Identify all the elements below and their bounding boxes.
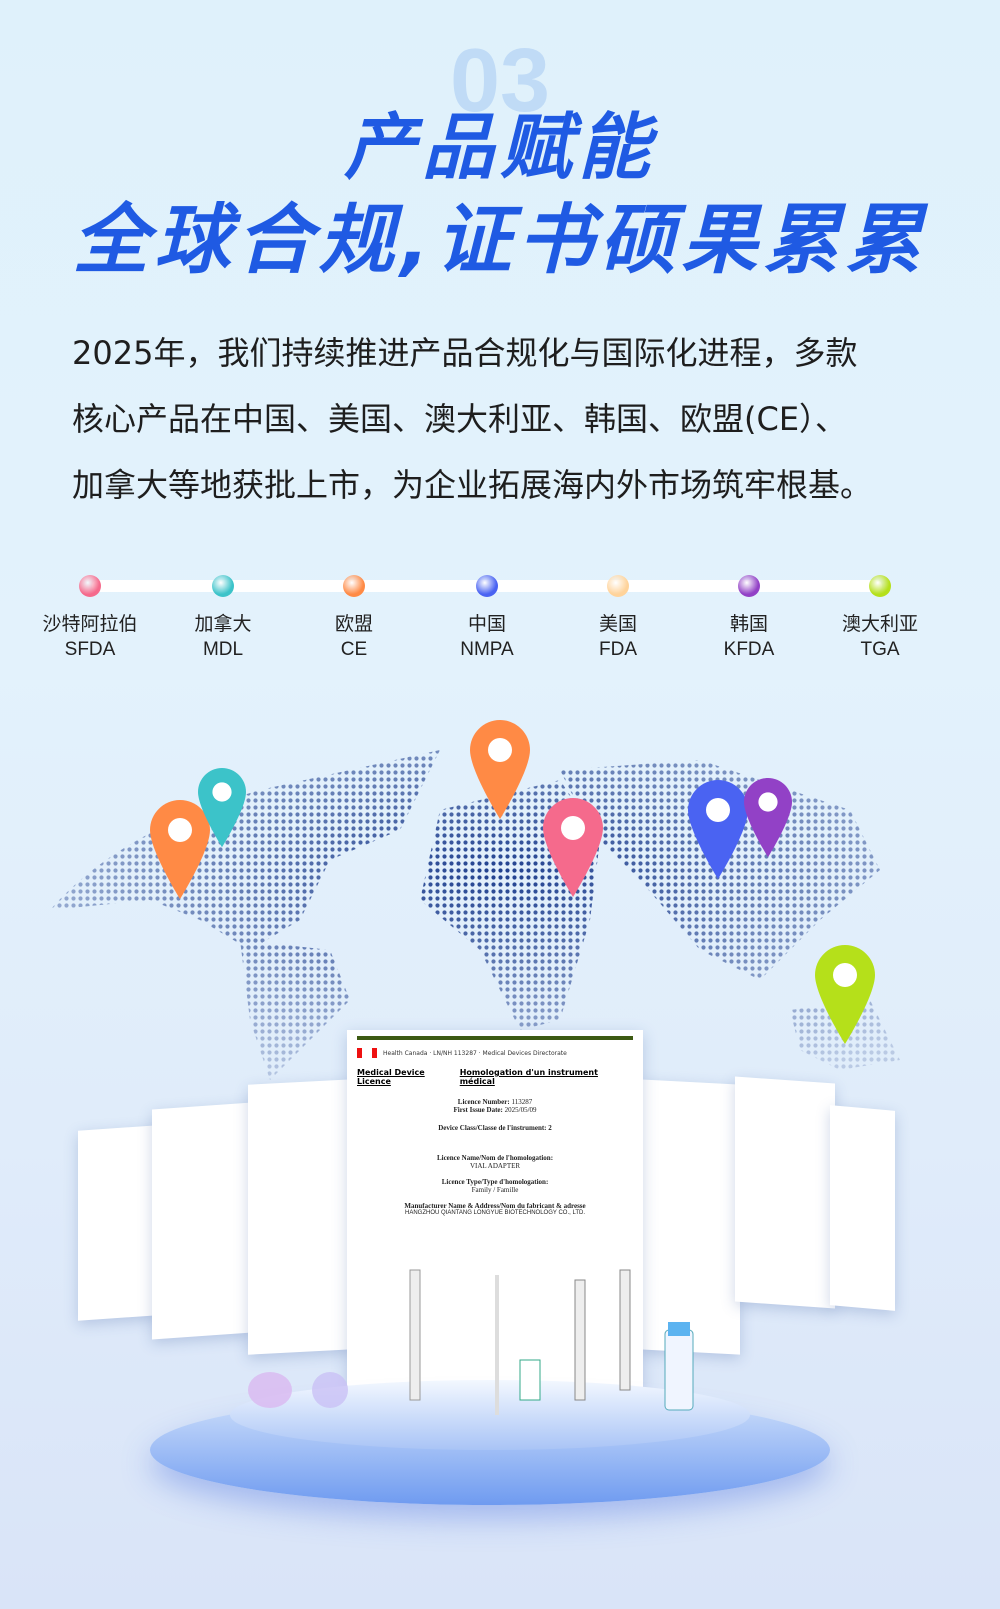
map-pin-icon [688,780,748,883]
certificate-ce [735,1076,835,1309]
syringe-icon [619,1269,631,1391]
first-issue-label: First Issue Date: [453,1106,503,1114]
intro-line: 加拿大等地获批上市，为企业拓展海内外市场筑牢根基。 [72,466,873,504]
syringe-icon [574,1279,586,1401]
vial-adapter-icon [519,1359,541,1401]
market-region: 澳大利亚 [841,614,918,635]
market-region: 欧盟 [334,614,373,635]
market-code: TGA [860,639,900,660]
timeline-dot [869,575,891,597]
timeline-dot [212,575,234,597]
market-region: 韩国 [729,614,768,635]
market-region: 加拿大 [194,614,252,635]
licence-name-label: Licence Name/Nom de l'homologation: [436,1154,554,1162]
device-class: Device Class/Classe de l'instrument: 2 [438,1124,552,1132]
vial-adapter-icon [248,1372,292,1408]
market-label: 美国 FDA [558,612,678,662]
title-line1: 产品赋能 [343,105,656,189]
north-america [50,750,440,950]
licence-type: Family / Famille [471,1186,519,1194]
market-label: 韩国 KFDA [689,612,809,662]
map-pin-icon [744,778,792,861]
title-line2: 全球合规,证书硕果累累 [72,195,928,284]
licence-number: 113287 [511,1098,533,1106]
timeline-dot [738,575,760,597]
market-label: 沙特阿拉伯 SFDA [30,612,150,662]
south-america [240,940,350,1080]
certificate-tga [830,1105,895,1311]
timeline-dot [476,575,498,597]
map-pin-icon [198,768,246,851]
vial-cap-icon [668,1322,690,1336]
market-label: 加拿大 MDL [163,612,283,662]
licence-title-en: Medical Device Licence [357,1068,425,1086]
canada-flag-icon [357,1048,377,1058]
market-label: 澳大利亚 TGA [820,612,940,662]
manufacturer: HANGZHOU QIANTANG LONGYUE BIOTECHNOLOGY … [404,1210,586,1216]
certificate-nmpa [152,1102,252,1340]
timeline-dot [607,575,629,597]
map-pin-icon [150,800,210,903]
market-code: KFDA [723,639,775,660]
market-code: NMPA [460,639,514,660]
timeline-dot [343,575,365,597]
intro-line: 2025年，我们持续推进产品合规化与国际化进程，多款 [72,334,858,372]
syringe-icon [409,1269,421,1401]
section-number: 03 [449,31,551,131]
timeline-dot [79,575,101,597]
licence-type-label: Licence Type/Type d'homologation: [441,1178,549,1186]
market-region: 美国 [598,614,637,635]
vial-icon [664,1329,694,1411]
licence-name: VIAL ADAPTER [469,1162,521,1170]
licence-title-fr: Homologation d'un instrument médical [459,1068,598,1086]
vial-adapter-icon [312,1372,348,1408]
market-label: 中国 NMPA [427,612,547,662]
market-code: CE [340,639,368,660]
market-region: 沙特阿拉伯 [42,614,138,635]
map-pin-icon [815,945,875,1048]
certificate-sfda [78,1125,158,1321]
medical-products [248,1269,694,1415]
map-pin-icon [470,720,530,823]
market-code: FDA [599,639,637,660]
first-issue: 2025/05/09 [504,1106,537,1114]
map-pin-icon [543,798,603,901]
market-region: 中国 [467,614,506,635]
manufacturer-label: Manufacturer Name & Address/Nom du fabri… [404,1202,586,1210]
market-code: SFDA [64,639,116,660]
needle-icon [495,1275,499,1415]
intro-line: 核心产品在中国、美国、澳大利亚、韩国、欧盟(CE）、 [72,400,848,438]
market-code: MDL [202,639,244,660]
market-label: 欧盟 CE [294,612,414,662]
licence-number-label: Licence Number: [457,1098,510,1106]
